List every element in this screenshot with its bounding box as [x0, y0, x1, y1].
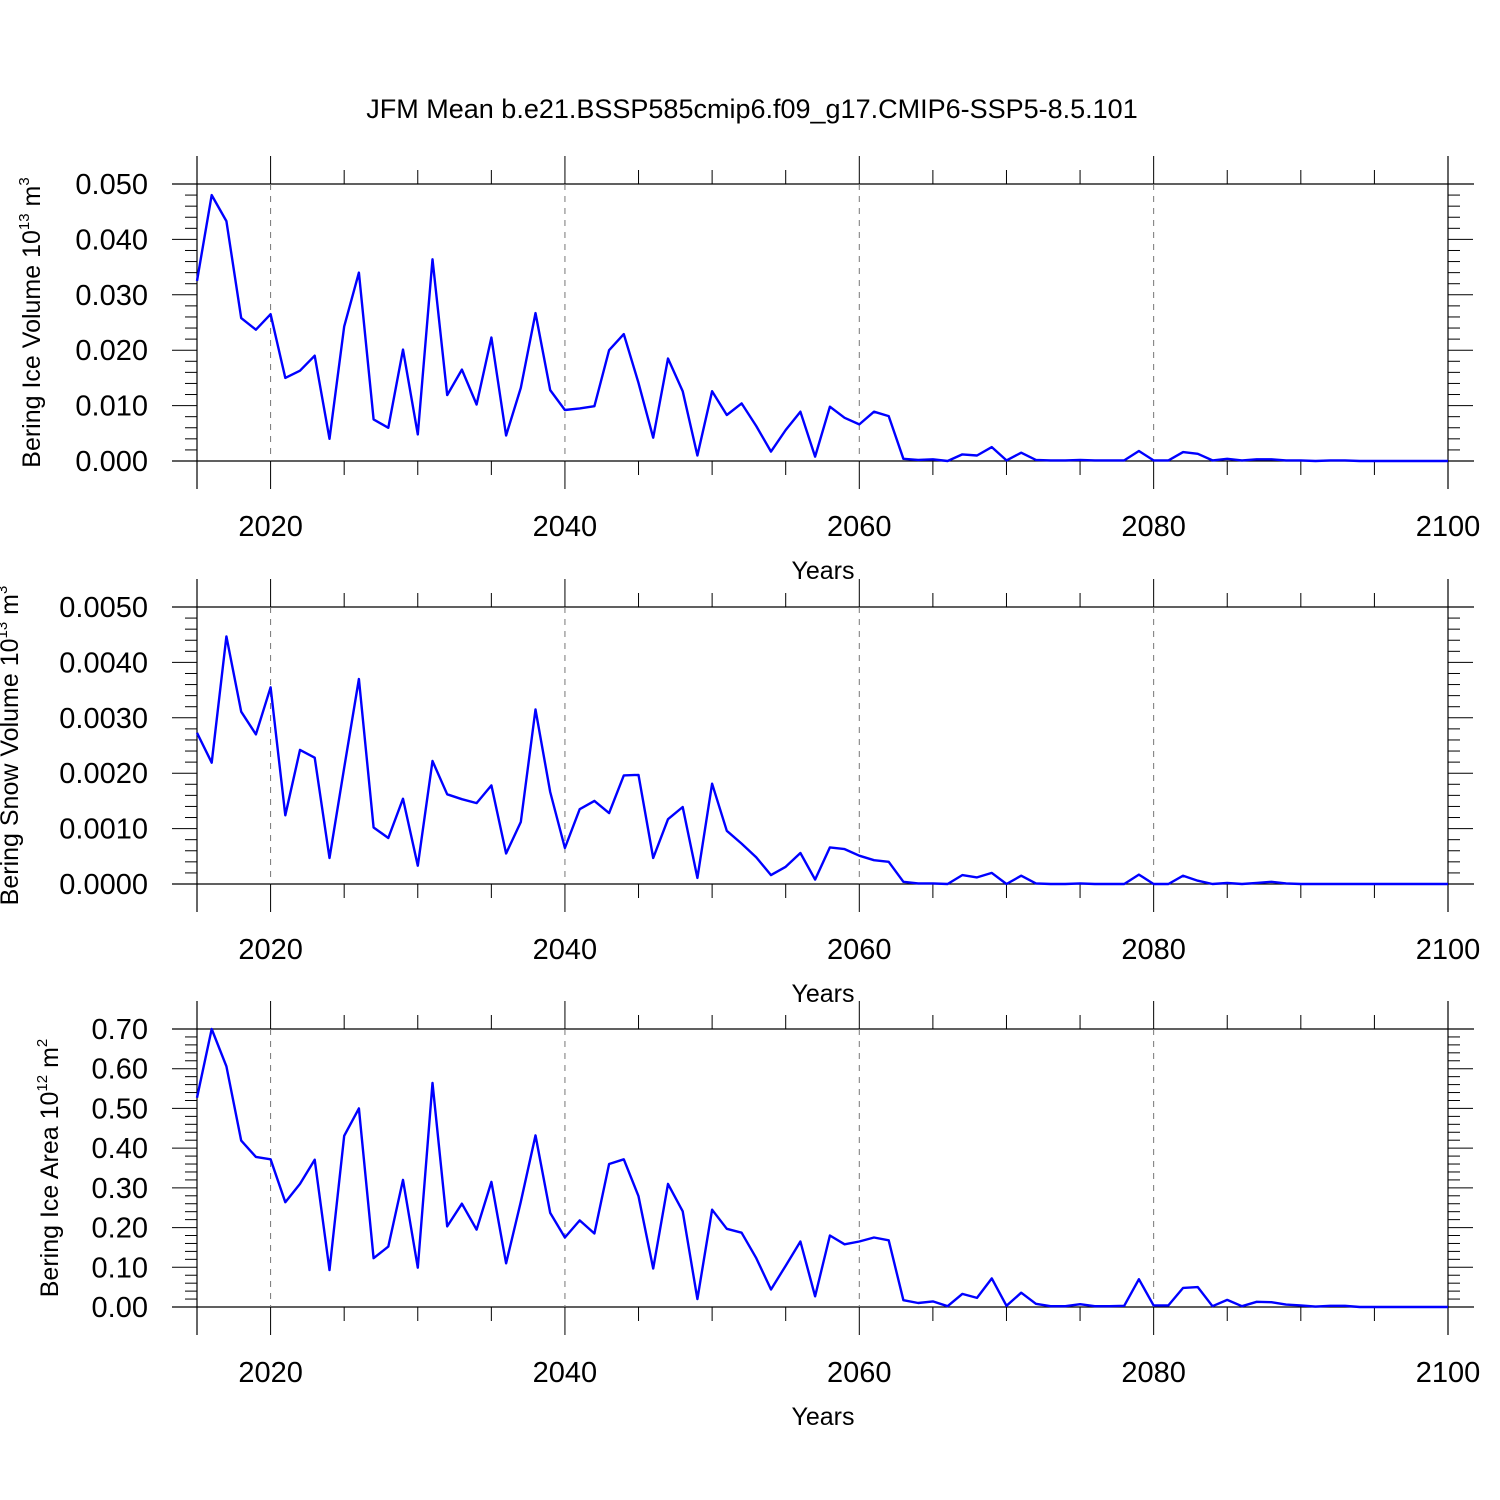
x-tick-label: 2060	[827, 511, 892, 543]
y-axis-label: Bering Ice Volume 1013 m3	[16, 177, 46, 467]
x-axis-label: Years	[791, 980, 854, 1008]
y-tick-label: 0.0040	[59, 647, 148, 679]
y-tick-label: 0.60	[92, 1054, 148, 1086]
y-tick-label: 0.50	[92, 1093, 148, 1125]
y-tick-label: 0.050	[75, 169, 148, 201]
y-axis-label: Bering Snow Volume 1013 m3	[0, 586, 24, 906]
x-tick-label: 2020	[238, 1357, 303, 1389]
y-tick-label: 0.000	[75, 446, 148, 478]
y-tick-label: 0.020	[75, 335, 148, 367]
x-tick-label: 2020	[238, 511, 303, 543]
series-line	[195, 1027, 1448, 1309]
y-tick-label: 0.0000	[59, 869, 148, 901]
x-tick-label: 2080	[1121, 1357, 1186, 1389]
chart-panel-2: 2020 2040 2060 2080 2100 0.0000 0.0010 0.0020 0.…	[0, 579, 1480, 1008]
y-tick-label: 0.0010	[59, 814, 148, 846]
y-tick-label: 0.40	[92, 1133, 148, 1165]
y-tick-label: 0.30	[92, 1173, 148, 1205]
y-tick-label: 0.10	[92, 1252, 148, 1284]
y-tick-label: 0.040	[75, 224, 148, 256]
series-line	[195, 635, 1448, 886]
x-axis-label: Years	[791, 557, 854, 585]
x-tick-label: 2080	[1121, 934, 1186, 966]
y-tick-label: 0.0030	[59, 703, 148, 735]
x-tick-label: 2040	[533, 511, 598, 543]
y-axis-label: Bering Ice Area 1012 m2	[34, 1039, 64, 1298]
y-tick-label: 0.0050	[59, 592, 148, 624]
x-tick-label: 2060	[827, 1357, 892, 1389]
y-tick-label: 0.030	[75, 280, 148, 312]
chart-panel-1: 2020 2040 2060 2080 2100 0.000 0.010 0.020 0.030…	[16, 156, 1480, 585]
series-line	[195, 193, 1448, 463]
chart-panel-3: 2020 2040 2060 2080 2100 0.00 0.10 0.20 0.30 0.40…	[34, 1001, 1480, 1431]
x-tick-label: 2080	[1121, 511, 1186, 543]
x-tick-label: 2100	[1416, 1357, 1481, 1389]
y-tick-label: 0.00	[92, 1292, 148, 1324]
x-tick-label: 2060	[827, 934, 892, 966]
x-tick-label: 2040	[533, 934, 598, 966]
x-tick-label: 2100	[1416, 934, 1481, 966]
x-tick-label: 2040	[533, 1357, 598, 1389]
y-tick-label: 0.0020	[59, 758, 148, 790]
chart-panels: 2020 2040 2060 2080 2100 0.000 0.010 0.020 0.030…	[0, 156, 1480, 1431]
y-tick-label: 0.010	[75, 391, 148, 423]
x-tick-label: 2020	[238, 934, 303, 966]
y-tick-label: 0.70	[92, 1014, 148, 1046]
y-tick-label: 0.20	[92, 1213, 148, 1245]
figure-title: JFM Mean b.e21.BSSP585cmip6.f09_g17.CMIP…	[366, 94, 1137, 124]
x-tick-label: 2100	[1416, 511, 1481, 543]
x-axis-label: Years	[791, 1403, 854, 1431]
